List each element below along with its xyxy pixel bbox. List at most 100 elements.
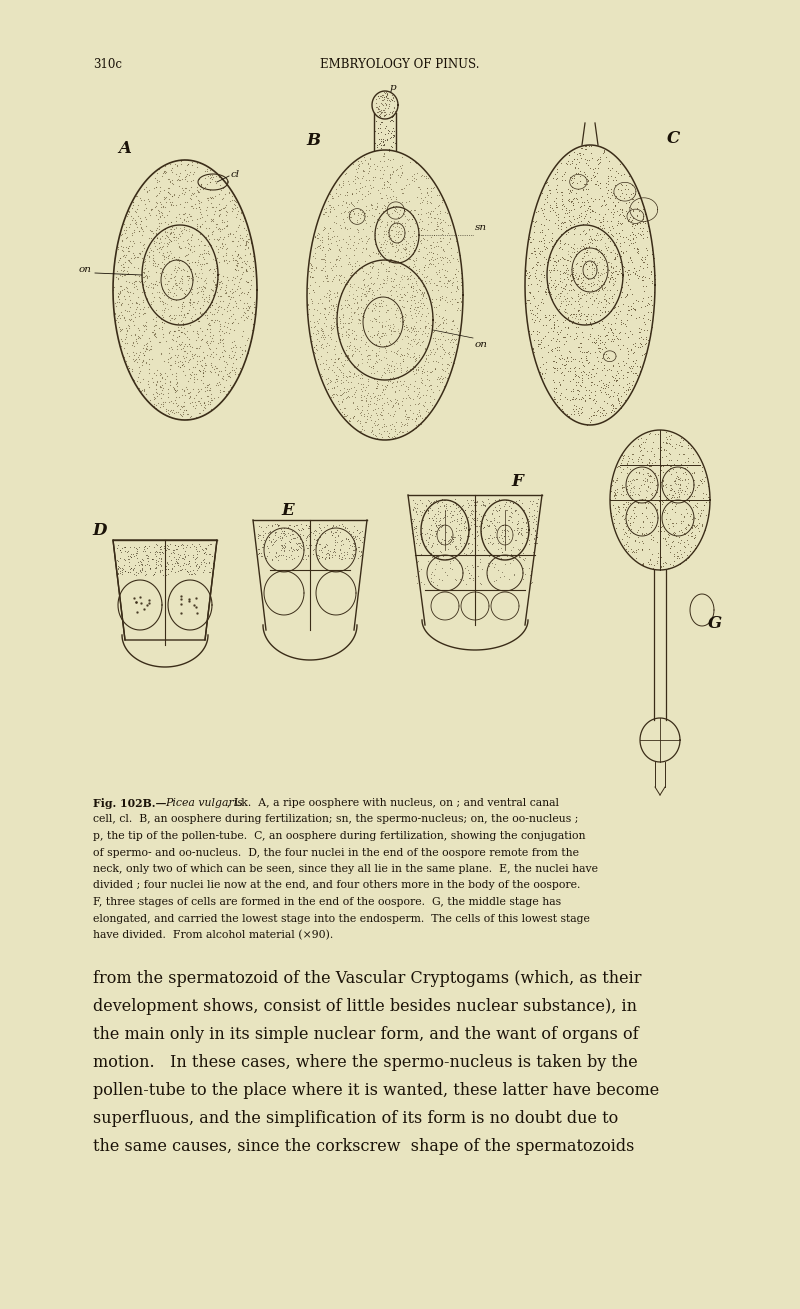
- Point: [214, 285, 226, 306]
- Point: [346, 545, 359, 565]
- Point: [378, 143, 390, 164]
- Point: [181, 342, 194, 363]
- Point: [413, 350, 426, 370]
- Point: [626, 228, 639, 249]
- Point: [610, 326, 622, 347]
- Point: [597, 315, 610, 336]
- Point: [646, 317, 658, 338]
- Point: [574, 206, 587, 226]
- Point: [311, 321, 324, 342]
- Point: [364, 391, 377, 412]
- Point: [368, 386, 381, 407]
- Point: [158, 188, 171, 209]
- Point: [373, 101, 386, 122]
- Point: [550, 182, 563, 203]
- Point: [122, 249, 134, 270]
- Point: [336, 529, 349, 550]
- Point: [455, 505, 468, 526]
- Point: [405, 318, 418, 339]
- Point: [363, 215, 376, 236]
- Point: [186, 343, 198, 364]
- Point: [387, 342, 400, 363]
- Point: [211, 219, 224, 240]
- Point: [214, 347, 226, 368]
- Point: [389, 421, 402, 442]
- Point: [605, 480, 618, 501]
- Point: [190, 156, 203, 177]
- Point: [246, 260, 259, 281]
- Point: [390, 390, 403, 411]
- Point: [203, 543, 216, 564]
- Point: [631, 238, 644, 259]
- Point: [612, 501, 625, 522]
- Point: [168, 226, 181, 247]
- Point: [376, 326, 389, 347]
- Point: [390, 234, 402, 255]
- Point: [554, 384, 566, 404]
- Point: [652, 521, 665, 542]
- Point: [292, 546, 305, 567]
- Point: [582, 178, 594, 199]
- Point: [437, 254, 450, 275]
- Point: [201, 344, 214, 365]
- Point: [237, 211, 250, 232]
- Point: [614, 251, 626, 272]
- Point: [550, 179, 562, 200]
- Point: [498, 520, 511, 541]
- Point: [618, 534, 631, 555]
- Point: [338, 404, 350, 425]
- Point: [456, 281, 469, 302]
- Point: [176, 230, 189, 251]
- Point: [174, 559, 186, 580]
- Point: [180, 560, 193, 581]
- Point: [182, 302, 194, 323]
- Point: [620, 310, 633, 331]
- Point: [150, 220, 162, 241]
- Point: [545, 229, 558, 250]
- Point: [315, 325, 328, 346]
- Point: [181, 266, 194, 287]
- Point: [350, 178, 362, 199]
- Point: [416, 517, 429, 538]
- Point: [614, 278, 627, 298]
- Point: [202, 296, 214, 317]
- Point: [538, 238, 551, 259]
- Point: [534, 276, 546, 297]
- Point: [426, 547, 438, 568]
- Point: [489, 545, 502, 565]
- Point: [117, 264, 130, 285]
- Point: [312, 322, 325, 343]
- Point: [138, 280, 150, 301]
- Point: [606, 257, 619, 278]
- Point: [128, 221, 141, 242]
- Point: [634, 357, 646, 378]
- Point: [150, 170, 163, 191]
- Point: [425, 378, 438, 399]
- Point: [642, 215, 654, 236]
- Point: [385, 228, 398, 249]
- Point: [675, 482, 688, 503]
- Point: [137, 550, 150, 571]
- Point: [673, 526, 686, 547]
- Point: [432, 568, 445, 589]
- Point: [206, 309, 218, 330]
- Point: [361, 275, 374, 296]
- Point: [374, 113, 386, 134]
- Point: [622, 493, 635, 514]
- Point: [122, 293, 134, 314]
- Point: [311, 313, 324, 334]
- Point: [145, 336, 158, 357]
- Point: [231, 297, 244, 318]
- Point: [221, 353, 234, 374]
- Point: [443, 270, 456, 291]
- Point: [341, 404, 354, 425]
- Point: [175, 300, 188, 321]
- Point: [373, 105, 386, 126]
- Point: [541, 191, 554, 212]
- Point: [614, 179, 627, 200]
- Point: [193, 276, 206, 297]
- Point: [218, 381, 230, 402]
- Point: [172, 169, 185, 190]
- Point: [185, 404, 198, 425]
- Point: [582, 211, 594, 232]
